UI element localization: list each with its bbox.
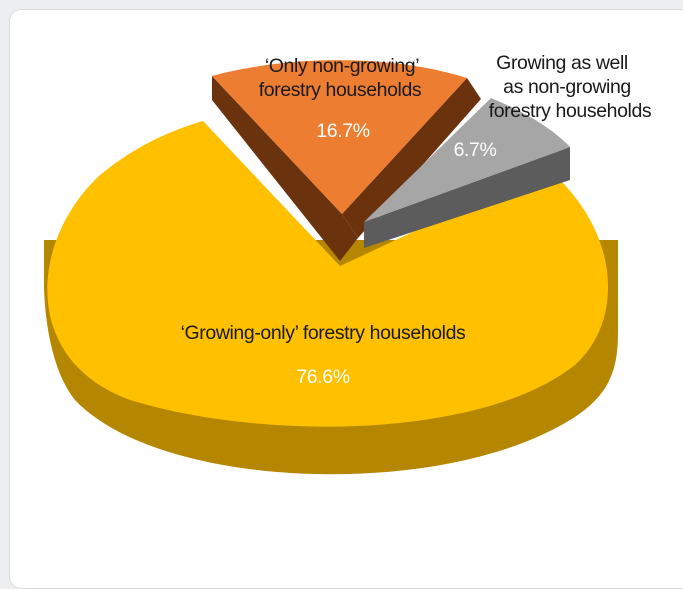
pie-slice-growing-and-non-growing: Growing as well as non-growing forestry … [364,52,652,248]
slice-label-only-non-growing-line1: ‘Only non-growing’ [265,55,419,77]
slice-value-only-non-growing: 16.7% [316,120,369,142]
pie-slice-growing-and-non-growing-top [364,98,570,222]
pie-slice-growing-only-top [47,121,609,427]
pie-slice-only-non-growing: ‘Only non-growing’ forestry households 1… [212,55,481,261]
pie-slice-only-non-growing-side-right [342,78,481,238]
pie-chart: ‘Growing-only’ forestry households 76.6%… [44,52,652,475]
pie-slice-only-non-growing-top [212,60,467,214]
slice-label-growing-and-non-growing-line1: Growing as well [496,52,628,74]
pie-slice-growing-and-non-growing-side [364,147,570,248]
slice-label-growing-and-non-growing-line3: forestry households [489,100,652,122]
slice-value-growing-and-non-growing: 6.7% [454,139,497,161]
pie-slice-only-non-growing-side [212,76,358,261]
slice-label-growing-only: ‘Growing-only’ forestry households [181,322,466,344]
slice-value-growing-only: 76.6% [296,366,349,388]
slice-label-growing-and-non-growing-line2: as non-growing [503,76,631,98]
slice-label-only-non-growing-line2: forestry households [259,79,422,101]
pie-slice-growing-only: ‘Growing-only’ forestry households 76.6% [44,121,619,475]
